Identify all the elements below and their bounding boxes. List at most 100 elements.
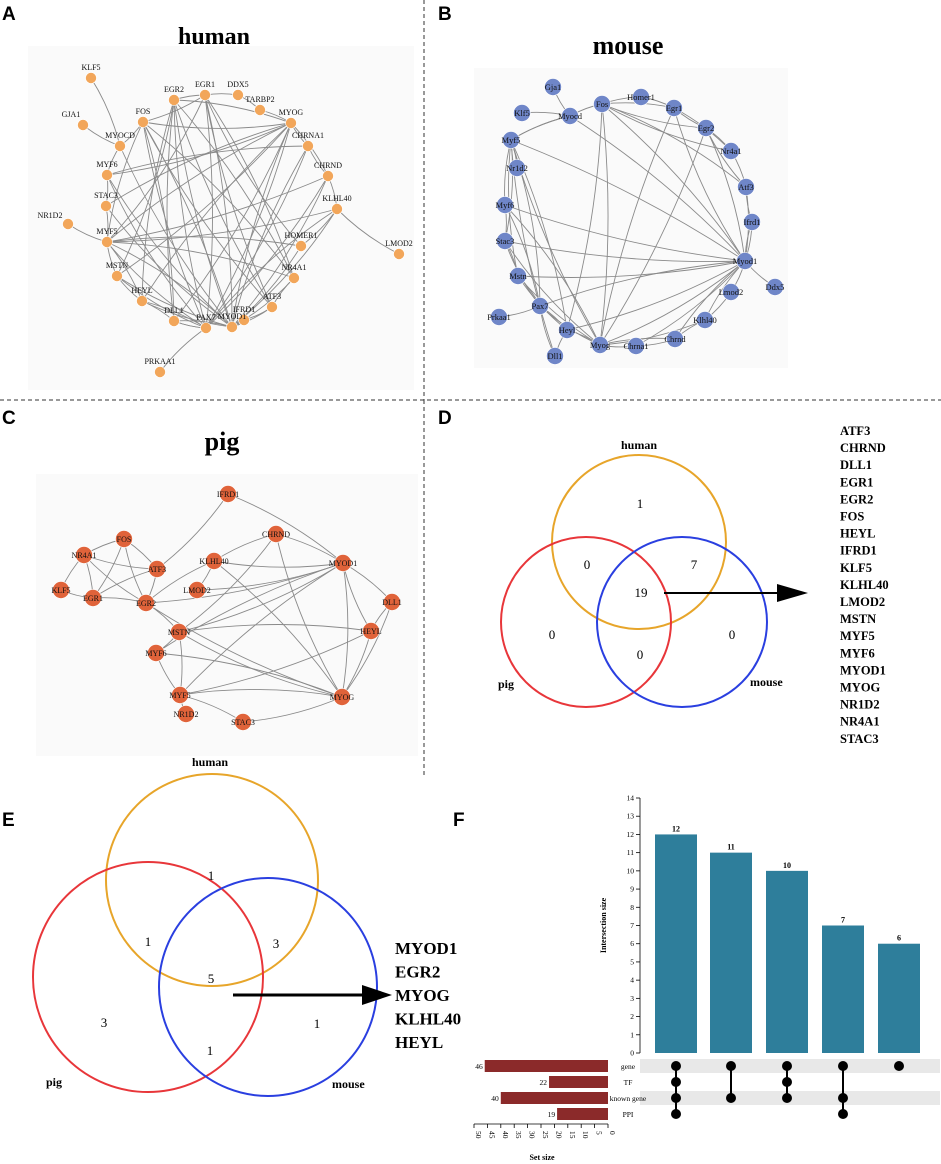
- upset-bar-label-2: 11: [727, 843, 735, 852]
- mouse-node-chrna1: Chrna1: [623, 337, 649, 355]
- panel-C-background: [36, 474, 418, 756]
- human-node-circle: [101, 169, 113, 181]
- upset-dot-1-known-gene: [671, 1093, 681, 1103]
- human-edge: [116, 99, 175, 277]
- mouse-node-myf6: Myf6: [496, 196, 514, 214]
- upset-dot-1-gene: [671, 1061, 681, 1071]
- panel-B-title: mouse: [593, 31, 664, 60]
- pig-node-nr4a1: NR4A1: [72, 546, 96, 564]
- pig-node-egr1: EGR1: [83, 589, 103, 607]
- pig-node-circle: [177, 705, 195, 723]
- pig-node-myog: MYOG: [330, 688, 355, 706]
- human-node-ddx5: DDX5: [227, 80, 249, 101]
- human-node-myf6: MYF6: [96, 160, 118, 181]
- mouse-edge: [504, 204, 746, 262]
- human-node-label: MYF6: [96, 160, 117, 169]
- network-mouse: Gja1 Fos Homer1 Klf5 Myocd Egr1 Egr2 Myf5 Nr4a1 N…: [487, 78, 784, 365]
- network-human: KLF5 EGR2 EGR1 DDX5 TARBP2 GJA1 FOS MYOCD MYOG CH…: [38, 63, 413, 378]
- mouse-edge: [510, 139, 746, 262]
- panel-A-background: [28, 46, 414, 390]
- pig-node-circle: [188, 581, 206, 599]
- human-node-nr4a1: NR4A1: [282, 263, 306, 284]
- human-edge: [141, 300, 207, 329]
- mouse-edge: [517, 275, 601, 346]
- mouse-edge: [504, 204, 601, 346]
- panel-A-title: human: [178, 24, 250, 50]
- mouse-node-pax7: Pax7: [531, 297, 549, 315]
- upset-y-tick-label: 10: [627, 866, 635, 875]
- pig-node-label: STAC3: [231, 718, 255, 727]
- pig-node-label: KLHL40: [199, 557, 228, 566]
- human-edge: [142, 94, 206, 123]
- human-node-circle: [254, 104, 266, 116]
- pig-node-nr1d2: NR1D2: [174, 705, 198, 723]
- upset-bar-2: [710, 852, 752, 1053]
- venn-E-label-mouse: mouse: [332, 1077, 365, 1091]
- upset-bar-5: [878, 943, 920, 1053]
- venn-E-arrowhead: [362, 985, 392, 1005]
- venn-D-gene-ifrd1: IFRD1: [840, 544, 877, 558]
- mouse-node-label: Chrna1: [623, 341, 648, 351]
- venn-D-gene-chrnd: CHRND: [840, 441, 886, 455]
- mouse-node-atf3: Atf3: [737, 178, 755, 196]
- human-edge: [119, 145, 233, 328]
- human-edge: [142, 121, 273, 308]
- mouse-edge: [599, 319, 706, 346]
- venn-E-label-pig: pig: [46, 1075, 62, 1089]
- venn-D-count-pig-only: 0: [549, 627, 556, 642]
- venn-E-count-human-mouse: 3: [273, 936, 280, 951]
- human-node-circle: [331, 203, 343, 215]
- human-edge: [142, 121, 295, 279]
- mouse-node-label: Prkaa1: [487, 312, 511, 322]
- upset-dot-2-known-gene: [726, 1093, 736, 1103]
- venn-D-count-pig-mouse: 0: [637, 647, 644, 662]
- human-node-label: GJA1: [62, 110, 81, 119]
- upset-dot-3-gene: [782, 1061, 792, 1071]
- human-node-label: ATF3: [263, 292, 281, 301]
- pig-node-circle: [148, 560, 166, 578]
- mouse-node-label: Pax7: [532, 301, 549, 311]
- pig-node-label: MYOG: [330, 693, 355, 702]
- pig-node-circle: [334, 554, 352, 572]
- pig-node-circle: [267, 525, 285, 543]
- human-node-circle: [288, 272, 300, 284]
- human-node-label: MYOG: [279, 108, 304, 117]
- pig-node-atf3: ATF3: [148, 560, 166, 578]
- pig-edge: [178, 631, 343, 698]
- upset-setsize-tick-label: 15: [568, 1131, 577, 1139]
- pig-node-circle: [84, 589, 102, 607]
- panel-label-C: C: [2, 408, 16, 429]
- human-node-circle: [154, 366, 166, 378]
- pig-node-circle: [171, 686, 189, 704]
- human-node-circle: [266, 301, 278, 313]
- human-node-label: CHRNA1: [292, 131, 324, 140]
- venn-D-gene-myod1: MYOD1: [840, 663, 886, 677]
- mouse-node-circle: [490, 308, 508, 326]
- upset-setsize-label-ppi: 19: [548, 1110, 556, 1119]
- mouse-edge: [599, 103, 609, 346]
- human-node-circle: [285, 117, 297, 129]
- human-edge: [204, 94, 213, 329]
- pig-edge: [213, 560, 344, 568]
- human-edge: [142, 121, 292, 129]
- mouse-node-circle: [737, 178, 755, 196]
- venn-D-label-pig: pig: [498, 677, 514, 691]
- venn-D-gene-list: ATF3 CHRND DLL1 EGR1 EGR2 FOS HEYL IFRD1 KLF5 KLH…: [840, 424, 889, 746]
- human-edge: [106, 145, 309, 176]
- mouse-node-circle: [496, 232, 514, 250]
- mouse-node-circle: [509, 267, 527, 285]
- mouse-node-label: Myocd: [558, 111, 583, 121]
- human-node-myf5: MYF5: [96, 227, 118, 248]
- mouse-node-circle: [558, 321, 576, 339]
- human-node-egr2: EGR2: [164, 85, 184, 106]
- venn-D-count-human-only: 1: [637, 496, 644, 511]
- mouse-node-gja1: Gja1: [544, 78, 562, 96]
- panel-label-E: E: [2, 810, 15, 831]
- human-edge: [106, 236, 302, 247]
- pig-node-circle: [333, 688, 351, 706]
- human-node-label: MYOCD: [105, 131, 135, 140]
- venn-E-count-pig-mouse: 1: [207, 1043, 214, 1058]
- human-node-circle: [232, 89, 244, 101]
- upset-y-tick-label: 1: [630, 1030, 634, 1039]
- human-node-label: FOS: [136, 107, 151, 116]
